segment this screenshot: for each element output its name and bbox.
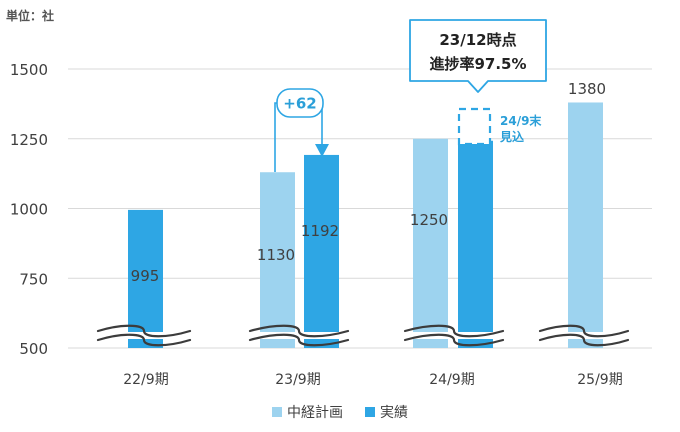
legend-swatch-plan (272, 407, 282, 417)
bar-plan (413, 138, 448, 348)
legend-label-plan: 中経計画 (287, 405, 343, 421)
x-tick-label: 22/9期 (123, 372, 168, 388)
legend: 中経計画 実績 (272, 405, 408, 421)
axis-break-gap (409, 332, 499, 339)
forecast-dashed-box (457, 107, 492, 146)
axis-break-wave (403, 324, 505, 338)
difference-arrow-head (315, 144, 329, 157)
callout-line1: 23/12時点 (439, 31, 516, 49)
y-tick-label: 1250 (10, 131, 48, 149)
y-tick-label: 1500 (10, 61, 48, 79)
data-label-plan: 1250 (410, 211, 448, 229)
forecast-label-line1: 24/9末 (500, 113, 542, 128)
axis-break-wave (248, 324, 350, 338)
difference-badge (276, 88, 324, 118)
axis-break-gap (254, 332, 344, 339)
bars (128, 102, 603, 348)
axis-break-wave (248, 333, 350, 347)
callout-box (409, 19, 547, 93)
difference-label: +62 (283, 95, 316, 113)
legend-swatch-actual (365, 407, 375, 417)
grid (68, 68, 652, 349)
data-label-plan: 1380 (568, 80, 606, 98)
axis-breaks (96, 324, 630, 347)
y-axis: 500 750 1000 1250 1500 (10, 61, 48, 358)
axis-break-gap (102, 332, 186, 339)
bar-plan (260, 172, 295, 348)
callout-line2: 進捗率97.5% (429, 55, 526, 73)
y-tick-label: 750 (19, 270, 48, 288)
data-label-plan: 1130 (257, 246, 295, 264)
bar-actual (458, 140, 493, 348)
y-tick-label: 500 (19, 340, 48, 358)
axis-break-wave (538, 324, 630, 338)
unit-label: 単位：社 (6, 8, 54, 23)
x-tick-label: 24/9期 (429, 372, 474, 388)
forecast-annotation: 24/9末 見込 (457, 107, 542, 146)
data-label-actual: 1192 (301, 222, 339, 240)
axis-break-wave (96, 333, 192, 347)
difference-annotation: +62 (274, 88, 329, 172)
forecast-label-line2: 見込 (499, 129, 524, 144)
progress-callout: 23/12時点 進捗率97.5% (409, 19, 547, 93)
x-tick-label: 25/9期 (577, 372, 622, 388)
axis-break-wave (96, 324, 192, 338)
axis-break-wave (538, 333, 630, 347)
data-label-actual: 995 (131, 267, 160, 285)
axis-break-gap (544, 332, 624, 339)
data-labels: 1130 1250 1380 995 1192 (131, 80, 606, 285)
legend-label-actual: 実績 (380, 405, 408, 421)
y-tick-label: 1000 (10, 201, 48, 219)
axis-break-wave (403, 333, 505, 347)
bar-plan (568, 102, 603, 348)
x-axis: 22/9期 23/9期 24/9期 25/9期 (123, 372, 622, 388)
bar-actual (304, 154, 339, 348)
x-tick-label: 23/9期 (275, 372, 320, 388)
